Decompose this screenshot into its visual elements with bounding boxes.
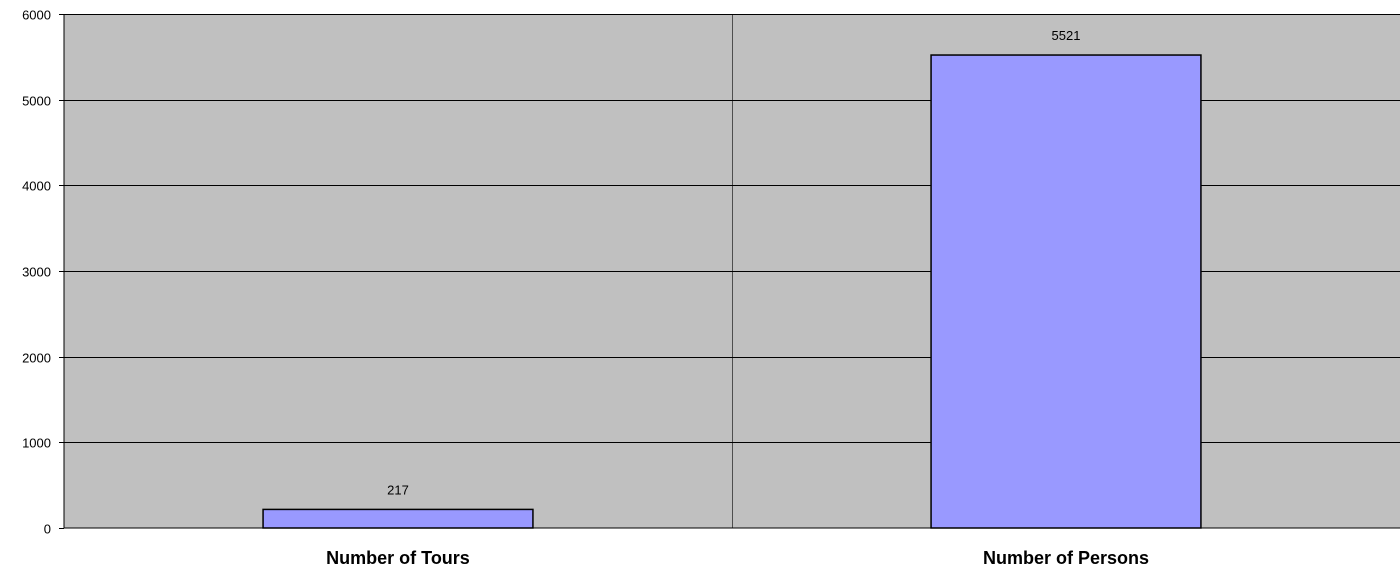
data-labels: 217 5521 bbox=[387, 28, 1080, 497]
category-labels: Number of Tours Number of Persons bbox=[326, 548, 1149, 568]
y-tick-label: 6000 bbox=[22, 8, 51, 23]
gridlines bbox=[64, 14, 1400, 528]
y-tick-label: 1000 bbox=[22, 436, 51, 451]
bars bbox=[262, 54, 1202, 529]
y-tick-label: 4000 bbox=[22, 179, 51, 194]
category-label-1: Number of Persons bbox=[983, 548, 1149, 568]
bar-0 bbox=[262, 508, 534, 529]
bar-1 bbox=[930, 54, 1202, 529]
data-label-1: 5521 bbox=[1052, 28, 1081, 43]
y-tick-label: 0 bbox=[44, 522, 51, 537]
y-axis-ticks: 0 1000 2000 3000 4000 5000 6000 bbox=[22, 8, 64, 537]
category-label-0: Number of Tours bbox=[326, 548, 470, 568]
y-tick-label: 3000 bbox=[22, 265, 51, 280]
data-label-0: 217 bbox=[387, 482, 409, 497]
y-tick-label: 2000 bbox=[22, 351, 51, 366]
y-tick-label: 5000 bbox=[22, 94, 51, 109]
